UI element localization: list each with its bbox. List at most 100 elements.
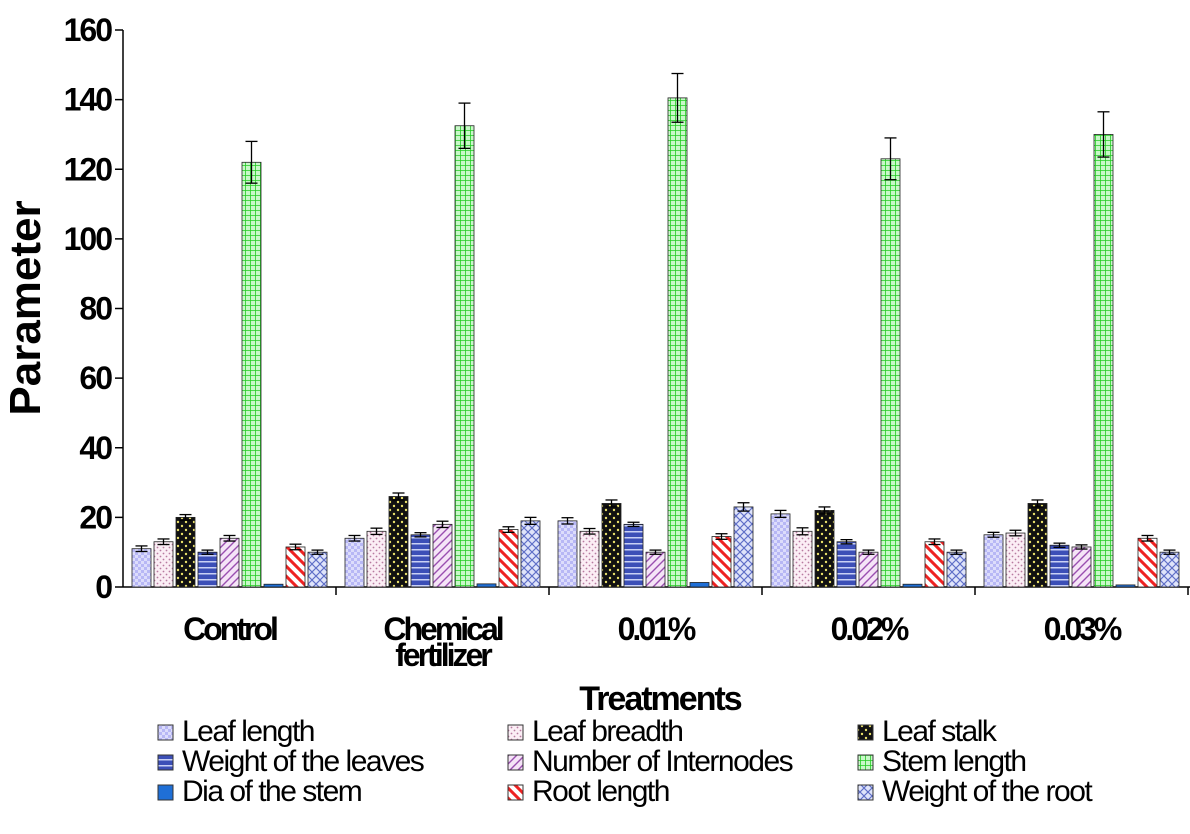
error-bar: [502, 526, 515, 533]
y-axis-title: Parameter: [1, 200, 50, 415]
legend-label: Weight of the root: [882, 775, 1093, 808]
bar: [924, 541, 945, 588]
bar: [946, 551, 967, 588]
error-bar: [414, 532, 427, 538]
bar: [410, 534, 431, 588]
error-bar: [928, 538, 941, 546]
bar: [1137, 537, 1158, 588]
error-bar: [1097, 111, 1110, 158]
bar: [131, 548, 152, 588]
bar: [880, 158, 901, 588]
bars: [131, 72, 1180, 588]
legend-item: Stem length: [857, 745, 1027, 778]
error-bar: [311, 549, 324, 555]
error-bar: [605, 499, 618, 508]
bar: [197, 551, 218, 588]
bar: [902, 583, 923, 588]
bar: [285, 546, 306, 588]
error-bar: [950, 549, 963, 555]
error-bar: [223, 534, 236, 542]
error-bar: [1031, 499, 1044, 508]
error-bar: [524, 516, 537, 525]
bar: [557, 520, 578, 588]
error-bar: [135, 545, 148, 553]
error-bar: [774, 509, 787, 519]
bar: [263, 583, 284, 588]
legend-swatch: [857, 754, 874, 771]
legend-item: Leaf stalk: [857, 715, 999, 748]
y-tick-label: 60: [79, 360, 112, 396]
y-tick-label: 80: [79, 291, 112, 327]
bar: [219, 537, 240, 588]
bar: [388, 496, 409, 588]
error-bar: [1053, 542, 1066, 548]
error-bar: [370, 527, 383, 536]
bar: [814, 510, 835, 588]
x-ticks: [335, 587, 1189, 595]
error-bar: [583, 527, 596, 535]
bar: [733, 506, 754, 588]
y-tick-label: 40: [79, 430, 112, 466]
legend-item: Leaf breadth: [507, 715, 684, 748]
error-bar: [157, 538, 170, 546]
legend-item: Number of Internodes: [507, 745, 794, 778]
legend-label: Leaf stalk: [882, 715, 998, 748]
bar: [344, 537, 365, 588]
bar: [579, 530, 600, 588]
bar: [153, 541, 174, 588]
x-tick-label: 0.01%: [618, 611, 696, 647]
error-bar: [179, 513, 192, 521]
legend-item: Weight of the root: [857, 775, 1095, 808]
y-tick-label: 0: [95, 569, 112, 605]
x-axis-title: Treatments: [579, 680, 741, 718]
legend-label: Stem length: [882, 745, 1026, 778]
legend-label: Dia of the stem: [182, 775, 362, 808]
bar: [476, 583, 497, 588]
x-tick-label: Chemical fertilizer: [383, 611, 502, 673]
bar: [1159, 551, 1180, 588]
bar: [836, 541, 857, 588]
error-bar: [458, 102, 471, 150]
legend-item: Root length: [507, 775, 670, 808]
legend-label: Root length: [532, 775, 669, 808]
bar: [1115, 584, 1136, 588]
error-bar: [840, 539, 853, 545]
error-bar: [436, 520, 449, 529]
error-bar: [862, 549, 875, 555]
bar: [454, 125, 475, 588]
error-bar: [818, 506, 831, 515]
x-tick-label: 0.02%: [831, 611, 909, 647]
legend-swatch: [157, 724, 174, 741]
bar: [623, 523, 644, 588]
bar: [858, 551, 879, 588]
error-bar: [1075, 544, 1088, 550]
error-bar: [289, 543, 302, 551]
bar: [520, 520, 541, 588]
bar: [689, 582, 710, 588]
legend-swatch: [857, 784, 874, 801]
error-bar: [245, 140, 258, 184]
error-bar: [627, 521, 640, 528]
error-bar: [392, 492, 405, 501]
bar: [307, 551, 328, 588]
error-bar: [348, 534, 361, 542]
bar: [667, 97, 688, 588]
legend-label: Weight of the leaves: [182, 745, 424, 778]
y-tick-label: 100: [64, 221, 113, 257]
legend-item: Weight of the leaves: [157, 745, 425, 778]
y-tick-label: 160: [64, 12, 113, 48]
bar: [1093, 134, 1114, 588]
error-bar: [1009, 529, 1022, 537]
x-labels: Control Chemical fertilizer 0.01% 0.02% 0.03%: [183, 611, 1125, 673]
bar: [1071, 546, 1092, 588]
bar: [645, 551, 666, 588]
legend-swatch: [507, 754, 524, 771]
legend-label: Leaf length: [182, 715, 314, 748]
error-bar: [1141, 534, 1154, 542]
bar: [1005, 532, 1026, 588]
bar: [241, 161, 262, 588]
bar: [770, 513, 791, 588]
legend-swatch: [507, 784, 524, 801]
